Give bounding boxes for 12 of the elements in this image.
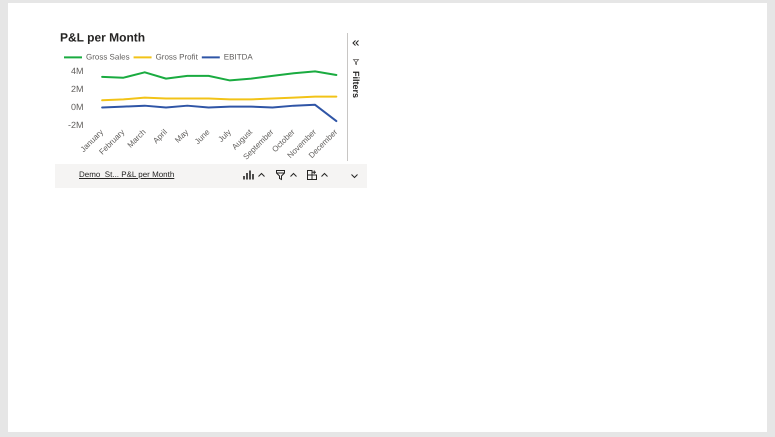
text: Filters bbox=[351, 71, 361, 98]
legend-label: Gross Profit bbox=[156, 52, 199, 62]
y-tick-label: 0M bbox=[70, 102, 84, 112]
legend-label: Gross Sales bbox=[86, 52, 130, 62]
y-tick-label: 4M bbox=[70, 66, 84, 76]
x-tick-label: July bbox=[216, 128, 233, 144]
y-tick-label: -2M bbox=[68, 120, 84, 130]
x-tick-label: May bbox=[173, 128, 190, 145]
y-tick-label: 2M bbox=[70, 84, 84, 94]
legend-label: EBITDA bbox=[224, 52, 254, 62]
text: Demo_St... P&L per Month bbox=[79, 170, 174, 180]
chart-title: P&L per Month bbox=[60, 30, 146, 45]
